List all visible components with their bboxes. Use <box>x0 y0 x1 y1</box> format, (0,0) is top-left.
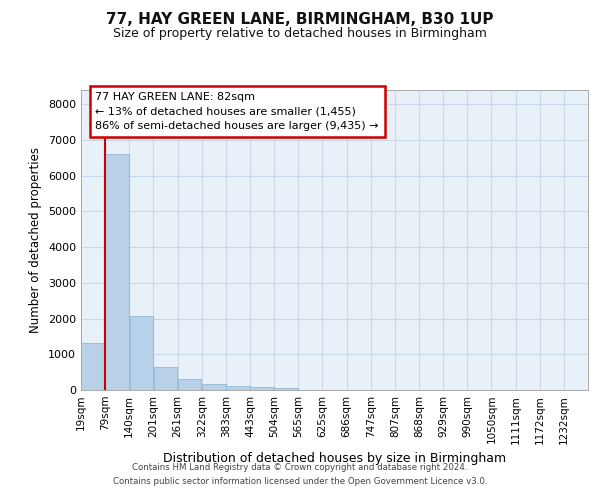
Bar <box>106 154 129 390</box>
Text: Contains HM Land Registry data © Crown copyright and database right 2024.: Contains HM Land Registry data © Crown c… <box>132 464 468 472</box>
Bar <box>274 388 298 390</box>
Bar <box>226 386 250 390</box>
Y-axis label: Number of detached properties: Number of detached properties <box>29 147 43 333</box>
Text: Size of property relative to detached houses in Birmingham: Size of property relative to detached ho… <box>113 28 487 40</box>
Bar <box>178 380 202 390</box>
Text: Contains public sector information licensed under the Open Government Licence v3: Contains public sector information licen… <box>113 477 487 486</box>
Bar <box>154 367 178 390</box>
X-axis label: Distribution of detached houses by size in Birmingham: Distribution of detached houses by size … <box>163 452 506 465</box>
Bar <box>81 343 105 390</box>
Bar <box>130 316 153 390</box>
Bar <box>202 384 226 390</box>
Text: 77 HAY GREEN LANE: 82sqm
← 13% of detached houses are smaller (1,455)
86% of sem: 77 HAY GREEN LANE: 82sqm ← 13% of detach… <box>95 92 379 131</box>
Text: 77, HAY GREEN LANE, BIRMINGHAM, B30 1UP: 77, HAY GREEN LANE, BIRMINGHAM, B30 1UP <box>106 12 494 28</box>
Bar <box>250 387 274 390</box>
